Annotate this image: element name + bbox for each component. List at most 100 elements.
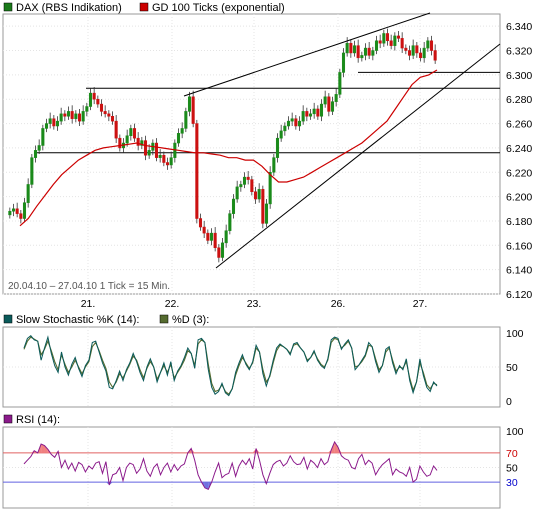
price-legend-swatch [3, 2, 13, 12]
candle-body [125, 135, 129, 144]
candle-body [48, 118, 52, 124]
candle-body [433, 50, 437, 61]
candle-body [77, 113, 82, 122]
rsi-legend-swatch [3, 414, 13, 424]
candle-body [283, 125, 287, 132]
candle-body [206, 232, 210, 241]
stoch-legend-swatch [159, 314, 169, 324]
rsi-legend-label: RSI (14): [16, 414, 60, 426]
price-y-tick-label: 6.240 [506, 143, 532, 155]
candle-body [59, 113, 63, 122]
candle-body [323, 96, 327, 105]
candle-body [327, 96, 331, 112]
candle-body [213, 232, 217, 248]
price-y-tick-label: 6.280 [506, 94, 532, 106]
stoch-y-tick-label: 50 [506, 362, 518, 374]
candle-body [81, 111, 85, 122]
candle-body [143, 140, 148, 156]
candle-body [253, 191, 258, 200]
rsi-panel-frame [2, 426, 501, 509]
price-x-tick-label: 21. [81, 298, 96, 310]
stoch-legend-label: Slow Stochastic %K (14): [16, 314, 140, 326]
candle-body [224, 230, 228, 244]
candle-body [415, 45, 419, 54]
date-range-label: 20.04.10 – 27.04.10 1 Tick = 15 Min. [8, 281, 170, 292]
price-y-tick-label: 6.140 [506, 265, 532, 277]
rsi-oversold-fill [204, 482, 209, 490]
candle-body [154, 142, 159, 158]
candle-body [349, 42, 353, 54]
price-legend-label: DAX (RBS Indikation) [16, 2, 122, 14]
candle-body [301, 111, 305, 122]
candle-body [107, 113, 111, 117]
candle-body [180, 128, 184, 134]
candle-body [85, 106, 89, 112]
price-y-tick-label: 6.340 [506, 21, 532, 33]
candle-body [389, 40, 393, 46]
rsi-overbought-fill [41, 444, 45, 453]
candle-body [202, 226, 206, 234]
candle-body [63, 113, 67, 117]
candle-body [96, 98, 100, 105]
candle-body [338, 72, 342, 95]
candle-body [15, 208, 19, 214]
candle-body [37, 145, 41, 151]
candle-body [162, 154, 166, 163]
rsi-line [23, 440, 438, 491]
candle-body [312, 108, 316, 115]
rsi-y-tick-label: 30 [506, 477, 518, 489]
candle-body [169, 157, 173, 166]
price-y-tick-label: 6.200 [506, 192, 532, 204]
candle-body [246, 176, 250, 180]
trend-line [183, 12, 431, 97]
candle-body [19, 213, 23, 219]
rsi-y-tick-label: 100 [506, 426, 524, 438]
candle-body [411, 45, 415, 56]
rsi-overbought-fill [44, 445, 48, 453]
price-y-tick-label: 6.180 [506, 216, 532, 228]
candle-body [396, 35, 401, 39]
candle-body [418, 52, 423, 59]
rsi-oversold-fill [105, 482, 110, 486]
price-x-tick-label: 23. [247, 298, 262, 310]
price-y-tick-label: 6.300 [506, 70, 532, 82]
candle-body [242, 176, 247, 185]
candle-body [275, 137, 280, 158]
candle-body [66, 111, 71, 117]
candle-body [297, 120, 302, 127]
price-x-tick-label: 22. [165, 298, 180, 310]
candle-body [334, 94, 338, 102]
ema-line [19, 69, 438, 227]
candle-body [305, 111, 309, 117]
candle-body [407, 50, 412, 56]
candle-body [371, 50, 375, 56]
candle-body [74, 113, 78, 119]
rsi-overbought-fill [334, 441, 339, 453]
candle-body [382, 33, 386, 44]
candle-body [239, 184, 243, 188]
candle-body [272, 157, 276, 173]
candle-body [352, 45, 357, 54]
candle-body [132, 128, 137, 139]
candle-body [103, 111, 107, 115]
candle-body [140, 140, 144, 146]
trend-line [215, 43, 501, 269]
candle-body [184, 111, 188, 129]
rsi-y-tick-label: 50 [506, 463, 518, 475]
price-y-tick-label: 6.220 [506, 167, 532, 179]
candle-body [92, 92, 96, 100]
candle-body [264, 203, 269, 224]
candle-body [99, 103, 104, 112]
stoch-y-tick-label: 0 [506, 396, 512, 408]
candle-body [217, 247, 221, 258]
candle-body [228, 213, 232, 231]
candle-body [363, 47, 368, 56]
price-y-tick-label: 6.120 [506, 289, 532, 301]
candle-body [198, 218, 203, 228]
price-legend-swatch [139, 2, 149, 12]
candle-body [279, 130, 283, 139]
stoch-legend-label: %D (3): [172, 314, 209, 326]
candle-body [308, 113, 313, 117]
